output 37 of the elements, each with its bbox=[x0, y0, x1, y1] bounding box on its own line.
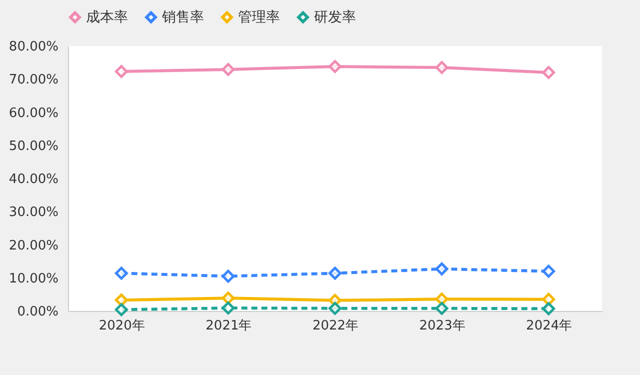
point bbox=[435, 302, 448, 315]
point bbox=[542, 66, 556, 79]
point bbox=[328, 266, 342, 280]
point bbox=[328, 302, 342, 315]
y-tick-label: 70.00% bbox=[8, 72, 58, 88]
y-tick-label: 50.00% bbox=[8, 138, 58, 154]
point bbox=[542, 292, 556, 306]
point bbox=[222, 63, 235, 76]
point bbox=[222, 292, 235, 305]
y-tick-label: 0.00% bbox=[17, 304, 58, 320]
point bbox=[435, 292, 448, 306]
y-tick-label: 80.00% bbox=[8, 40, 58, 54]
legend-label: 成本率 bbox=[86, 9, 128, 26]
point bbox=[435, 61, 448, 74]
legend-label: 研发率 bbox=[314, 9, 356, 26]
point bbox=[435, 262, 448, 276]
x-tick-label: 2024年 bbox=[526, 318, 572, 334]
x-tick-label: 2020年 bbox=[98, 318, 145, 334]
x-tick-label: 2022年 bbox=[312, 318, 359, 334]
point bbox=[542, 302, 556, 316]
x-tick-label: 2021年 bbox=[206, 318, 252, 334]
point bbox=[114, 65, 128, 78]
y-tick-label: 20.00% bbox=[8, 238, 58, 254]
point bbox=[222, 302, 235, 315]
point bbox=[114, 303, 128, 316]
y-tick-label: 30.00% bbox=[8, 205, 58, 220]
point bbox=[328, 60, 342, 74]
x-tick-label: 2023年 bbox=[419, 318, 466, 334]
y-tick-label: 60.00% bbox=[8, 106, 58, 121]
legend-label: 销售率 bbox=[161, 9, 204, 26]
y-tick-label: 40.00% bbox=[8, 172, 58, 187]
point bbox=[222, 270, 235, 283]
point bbox=[114, 266, 128, 280]
legend-label: 管理率 bbox=[238, 9, 280, 26]
point bbox=[114, 294, 128, 307]
point bbox=[542, 264, 556, 278]
y-tick-label: 10.00% bbox=[8, 271, 58, 286]
